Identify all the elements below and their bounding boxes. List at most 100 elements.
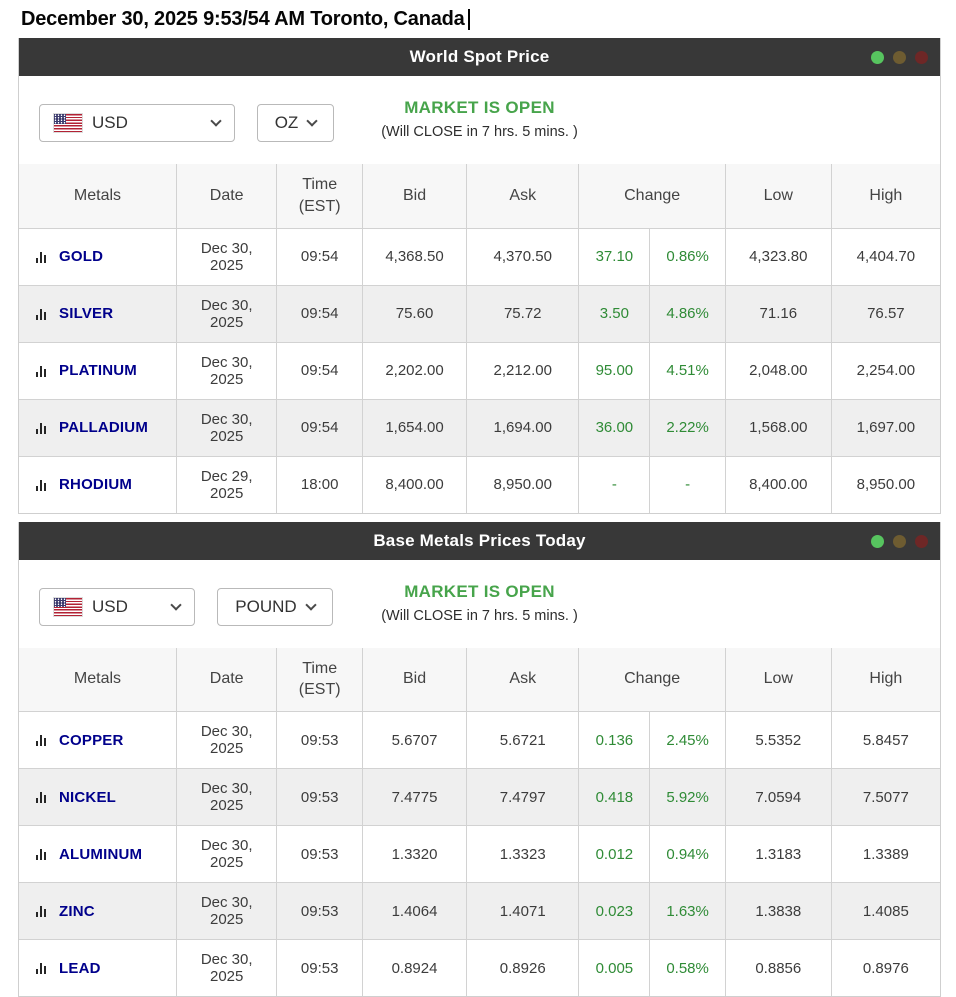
currency-select-value: USD <box>92 113 202 133</box>
metal-link[interactable]: ZINC <box>59 903 95 920</box>
base-metals-header: Base Metals Prices Today <box>19 522 940 560</box>
col-header-high: High <box>831 164 940 228</box>
table-row: SILVER Dec 30, 2025 09:54 75.60 75.72 3.… <box>19 285 940 342</box>
currency-select[interactable]: USD <box>39 588 195 626</box>
metal-link[interactable]: COPPER <box>59 732 124 749</box>
metal-cell: GOLD <box>19 228 176 285</box>
date-cell: Dec 30, 2025 <box>176 399 276 456</box>
status-dot-red-icon <box>915 51 928 64</box>
status-dots <box>871 535 928 548</box>
ask-cell: 0.8926 <box>467 940 579 997</box>
high-cell: 1,697.00 <box>831 399 940 456</box>
unit-select[interactable]: OZ <box>257 104 334 142</box>
ask-cell: 1,694.00 <box>467 399 579 456</box>
change-pct-cell: 2.45% <box>650 712 726 769</box>
mini-bar-chart-icon <box>36 251 46 263</box>
base-dropdowns: USD POUND <box>39 588 333 626</box>
bid-cell: 1.4064 <box>363 883 467 940</box>
time-cell: 09:53 <box>277 826 363 883</box>
mini-bar-chart-icon <box>36 848 46 860</box>
us-flag-icon <box>54 114 82 132</box>
base-controls: USD POUND MARKET IS OPEN (Will CLOSE in … <box>19 560 940 648</box>
spot-table-body: GOLD Dec 30, 2025 09:54 4,368.50 4,370.5… <box>19 228 940 513</box>
base-table-head: Metals Date Time(EST) Bid Ask Change Low… <box>19 648 940 712</box>
us-flag-icon <box>54 598 82 616</box>
date-cell: Dec 30, 2025 <box>176 769 276 826</box>
table-row: PALLADIUM Dec 30, 2025 09:54 1,654.00 1,… <box>19 399 940 456</box>
text-cursor-icon <box>468 9 470 30</box>
mini-bar-chart-icon <box>36 791 46 803</box>
change-cell: 0.012 <box>579 826 650 883</box>
change-pct-cell: 0.86% <box>650 228 726 285</box>
spot-controls: USD OZ MARKET IS OPEN (Will CLOSE in 7 h… <box>19 76 940 164</box>
date-cell: Dec 30, 2025 <box>176 883 276 940</box>
unit-select-value: POUND <box>235 597 296 617</box>
time-cell: 09:54 <box>277 228 363 285</box>
base-metals-card: Base Metals Prices Today USD POUND <box>18 522 941 997</box>
metal-link[interactable]: SILVER <box>59 305 113 322</box>
time-cell: 09:53 <box>277 883 363 940</box>
time-cell: 09:54 <box>277 285 363 342</box>
change-pct-cell: 2.22% <box>650 399 726 456</box>
datetime-text[interactable]: December 30, 2025 9:53/54 AM Toronto, Ca… <box>21 8 941 31</box>
status-dot-amber-icon <box>893 535 906 548</box>
bid-cell: 8,400.00 <box>363 456 467 513</box>
change-pct-cell: 5.92% <box>650 769 726 826</box>
time-cell: 09:53 <box>277 940 363 997</box>
chevron-down-icon <box>307 115 318 126</box>
date-cell: Dec 30, 2025 <box>176 228 276 285</box>
metal-link[interactable]: RHODIUM <box>59 476 132 493</box>
table-row: PLATINUM Dec 30, 2025 09:54 2,202.00 2,2… <box>19 342 940 399</box>
high-cell: 7.5077 <box>831 769 940 826</box>
chevron-down-icon <box>170 599 181 610</box>
currency-select[interactable]: USD <box>39 104 235 142</box>
bid-cell: 75.60 <box>363 285 467 342</box>
high-cell: 4,404.70 <box>831 228 940 285</box>
change-cell: - <box>579 456 650 513</box>
spot-table-head: Metals Date Time(EST) Bid Ask Change Low… <box>19 164 940 228</box>
col-header-change: Change <box>579 164 725 228</box>
high-cell: 1.3389 <box>831 826 940 883</box>
time-cell: 09:54 <box>277 342 363 399</box>
time-cell: 09:54 <box>277 399 363 456</box>
ask-cell: 75.72 <box>467 285 579 342</box>
spot-price-table: Metals Date Time(EST) Bid Ask Change Low… <box>19 164 940 513</box>
mini-bar-chart-icon <box>36 308 46 320</box>
table-row: LEAD Dec 30, 2025 09:53 0.8924 0.8926 0.… <box>19 940 940 997</box>
metal-link[interactable]: PALLADIUM <box>59 419 148 436</box>
col-header-time: Time(EST) <box>277 648 363 712</box>
high-cell: 2,254.00 <box>831 342 940 399</box>
world-spot-price-card: World Spot Price USD OZ MARKET <box>18 38 941 514</box>
base-table-body: COPPER Dec 30, 2025 09:53 5.6707 5.6721 … <box>19 712 940 997</box>
change-cell: 36.00 <box>579 399 650 456</box>
status-dot-amber-icon <box>893 51 906 64</box>
metal-link[interactable]: GOLD <box>59 248 103 265</box>
mini-bar-chart-icon <box>36 422 46 434</box>
section-title: Base Metals Prices Today <box>373 531 585 551</box>
chevron-down-icon <box>210 115 221 126</box>
metal-link[interactable]: LEAD <box>59 960 101 977</box>
change-pct-cell: - <box>650 456 726 513</box>
low-cell: 4,323.80 <box>725 228 831 285</box>
change-pct-cell: 1.63% <box>650 883 726 940</box>
metal-cell: NICKEL <box>19 769 176 826</box>
low-cell: 1.3183 <box>725 826 831 883</box>
mini-bar-chart-icon <box>36 365 46 377</box>
low-cell: 7.0594 <box>725 769 831 826</box>
metal-link[interactable]: PLATINUM <box>59 362 137 379</box>
metal-link[interactable]: NICKEL <box>59 789 116 806</box>
col-header-metals: Metals <box>19 648 176 712</box>
metal-link[interactable]: ALUMINUM <box>59 846 142 863</box>
col-header-metals: Metals <box>19 164 176 228</box>
low-cell: 0.8856 <box>725 940 831 997</box>
ask-cell: 7.4797 <box>467 769 579 826</box>
col-header-ask: Ask <box>467 648 579 712</box>
unit-select[interactable]: POUND <box>217 588 333 626</box>
col-header-ask: Ask <box>467 164 579 228</box>
col-header-low: Low <box>725 164 831 228</box>
time-cell: 18:00 <box>277 456 363 513</box>
spot-dropdowns: USD OZ <box>39 104 334 142</box>
mini-bar-chart-icon <box>36 734 46 746</box>
change-cell: 0.136 <box>579 712 650 769</box>
mini-bar-chart-icon <box>36 962 46 974</box>
